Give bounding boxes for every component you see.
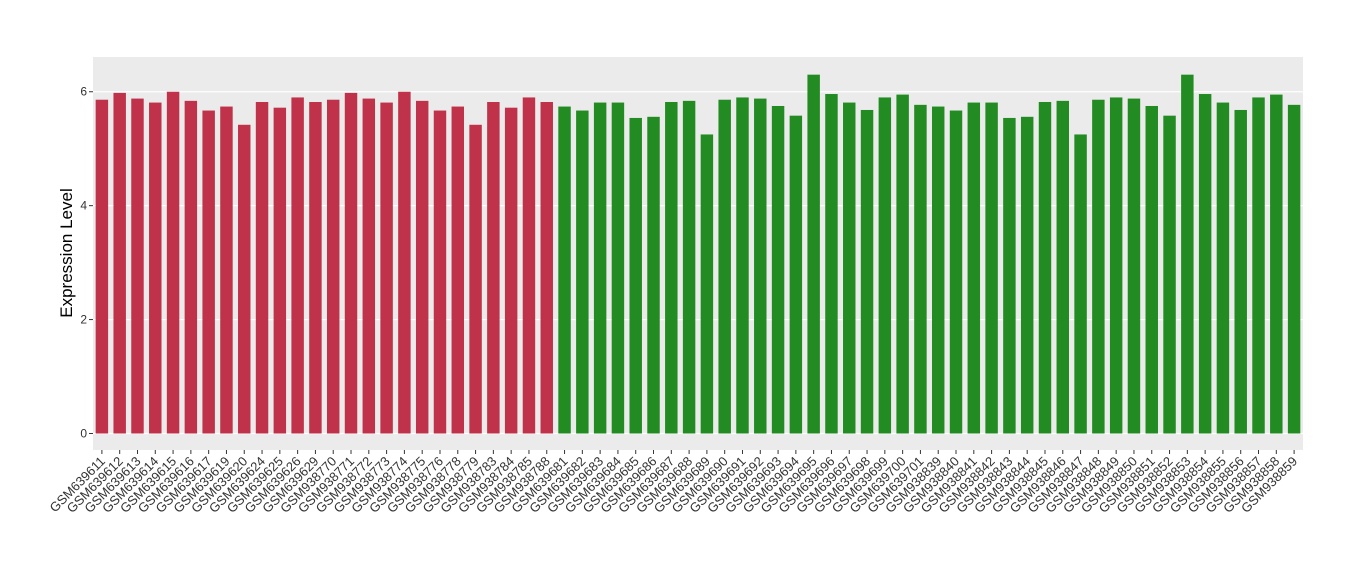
bar bbox=[540, 101, 553, 434]
bar bbox=[202, 110, 215, 434]
bar bbox=[487, 101, 500, 434]
bar bbox=[665, 101, 678, 434]
bar bbox=[362, 98, 376, 434]
bar bbox=[398, 91, 411, 434]
bar bbox=[415, 100, 429, 434]
y-tick-label: 6 bbox=[80, 85, 87, 99]
bar bbox=[149, 102, 162, 434]
bar bbox=[789, 115, 803, 434]
y-axis-title: Expression Level bbox=[57, 188, 76, 317]
bar bbox=[131, 98, 144, 434]
bar bbox=[1216, 102, 1230, 434]
bar bbox=[380, 102, 393, 434]
bar bbox=[593, 102, 607, 434]
bar bbox=[220, 106, 233, 434]
bar bbox=[1092, 99, 1105, 434]
bar bbox=[754, 98, 767, 434]
bar bbox=[558, 106, 571, 434]
bar bbox=[522, 97, 536, 434]
bar bbox=[95, 99, 109, 434]
bar bbox=[718, 99, 731, 434]
bar bbox=[949, 110, 963, 434]
bar bbox=[433, 110, 447, 434]
bar bbox=[1287, 104, 1301, 434]
bar bbox=[1020, 116, 1034, 434]
bar bbox=[1252, 97, 1265, 434]
bar bbox=[1038, 101, 1052, 434]
y-tick-label: 0 bbox=[80, 426, 87, 440]
bar bbox=[967, 102, 981, 434]
bar bbox=[896, 94, 909, 434]
bar bbox=[469, 124, 482, 434]
bar bbox=[113, 92, 126, 434]
bar bbox=[166, 91, 180, 434]
bar bbox=[700, 134, 714, 434]
bar bbox=[309, 101, 322, 434]
bar bbox=[629, 117, 642, 434]
bar bbox=[1145, 105, 1158, 434]
bar bbox=[1074, 134, 1087, 434]
bar bbox=[255, 101, 269, 434]
y-tick-label: 2 bbox=[80, 313, 87, 327]
bar bbox=[914, 104, 927, 434]
bar bbox=[825, 94, 838, 434]
bar bbox=[878, 97, 892, 434]
bar bbox=[1270, 94, 1283, 434]
bar bbox=[736, 97, 749, 434]
y-tick-label: 4 bbox=[80, 199, 87, 213]
bar bbox=[807, 74, 820, 434]
bar bbox=[1003, 117, 1016, 434]
bar bbox=[1109, 97, 1123, 434]
bar bbox=[771, 105, 785, 434]
bar bbox=[682, 100, 696, 434]
bar bbox=[1198, 94, 1212, 434]
bar bbox=[860, 109, 874, 434]
bar bbox=[1234, 109, 1247, 434]
bar bbox=[1127, 98, 1141, 434]
bar bbox=[843, 102, 856, 434]
bar bbox=[238, 124, 251, 434]
bar bbox=[1056, 100, 1070, 434]
bar bbox=[647, 116, 660, 434]
bar bbox=[611, 102, 625, 434]
bar bbox=[326, 99, 340, 434]
bar bbox=[576, 110, 589, 434]
bar bbox=[985, 102, 998, 434]
bar bbox=[344, 92, 358, 434]
bar bbox=[1163, 115, 1176, 434]
bar bbox=[931, 106, 945, 434]
bar bbox=[504, 107, 518, 434]
bar bbox=[273, 107, 287, 434]
bar bbox=[184, 100, 198, 434]
bar bbox=[1181, 74, 1194, 434]
bar bbox=[451, 106, 465, 434]
bar bbox=[291, 97, 304, 434]
